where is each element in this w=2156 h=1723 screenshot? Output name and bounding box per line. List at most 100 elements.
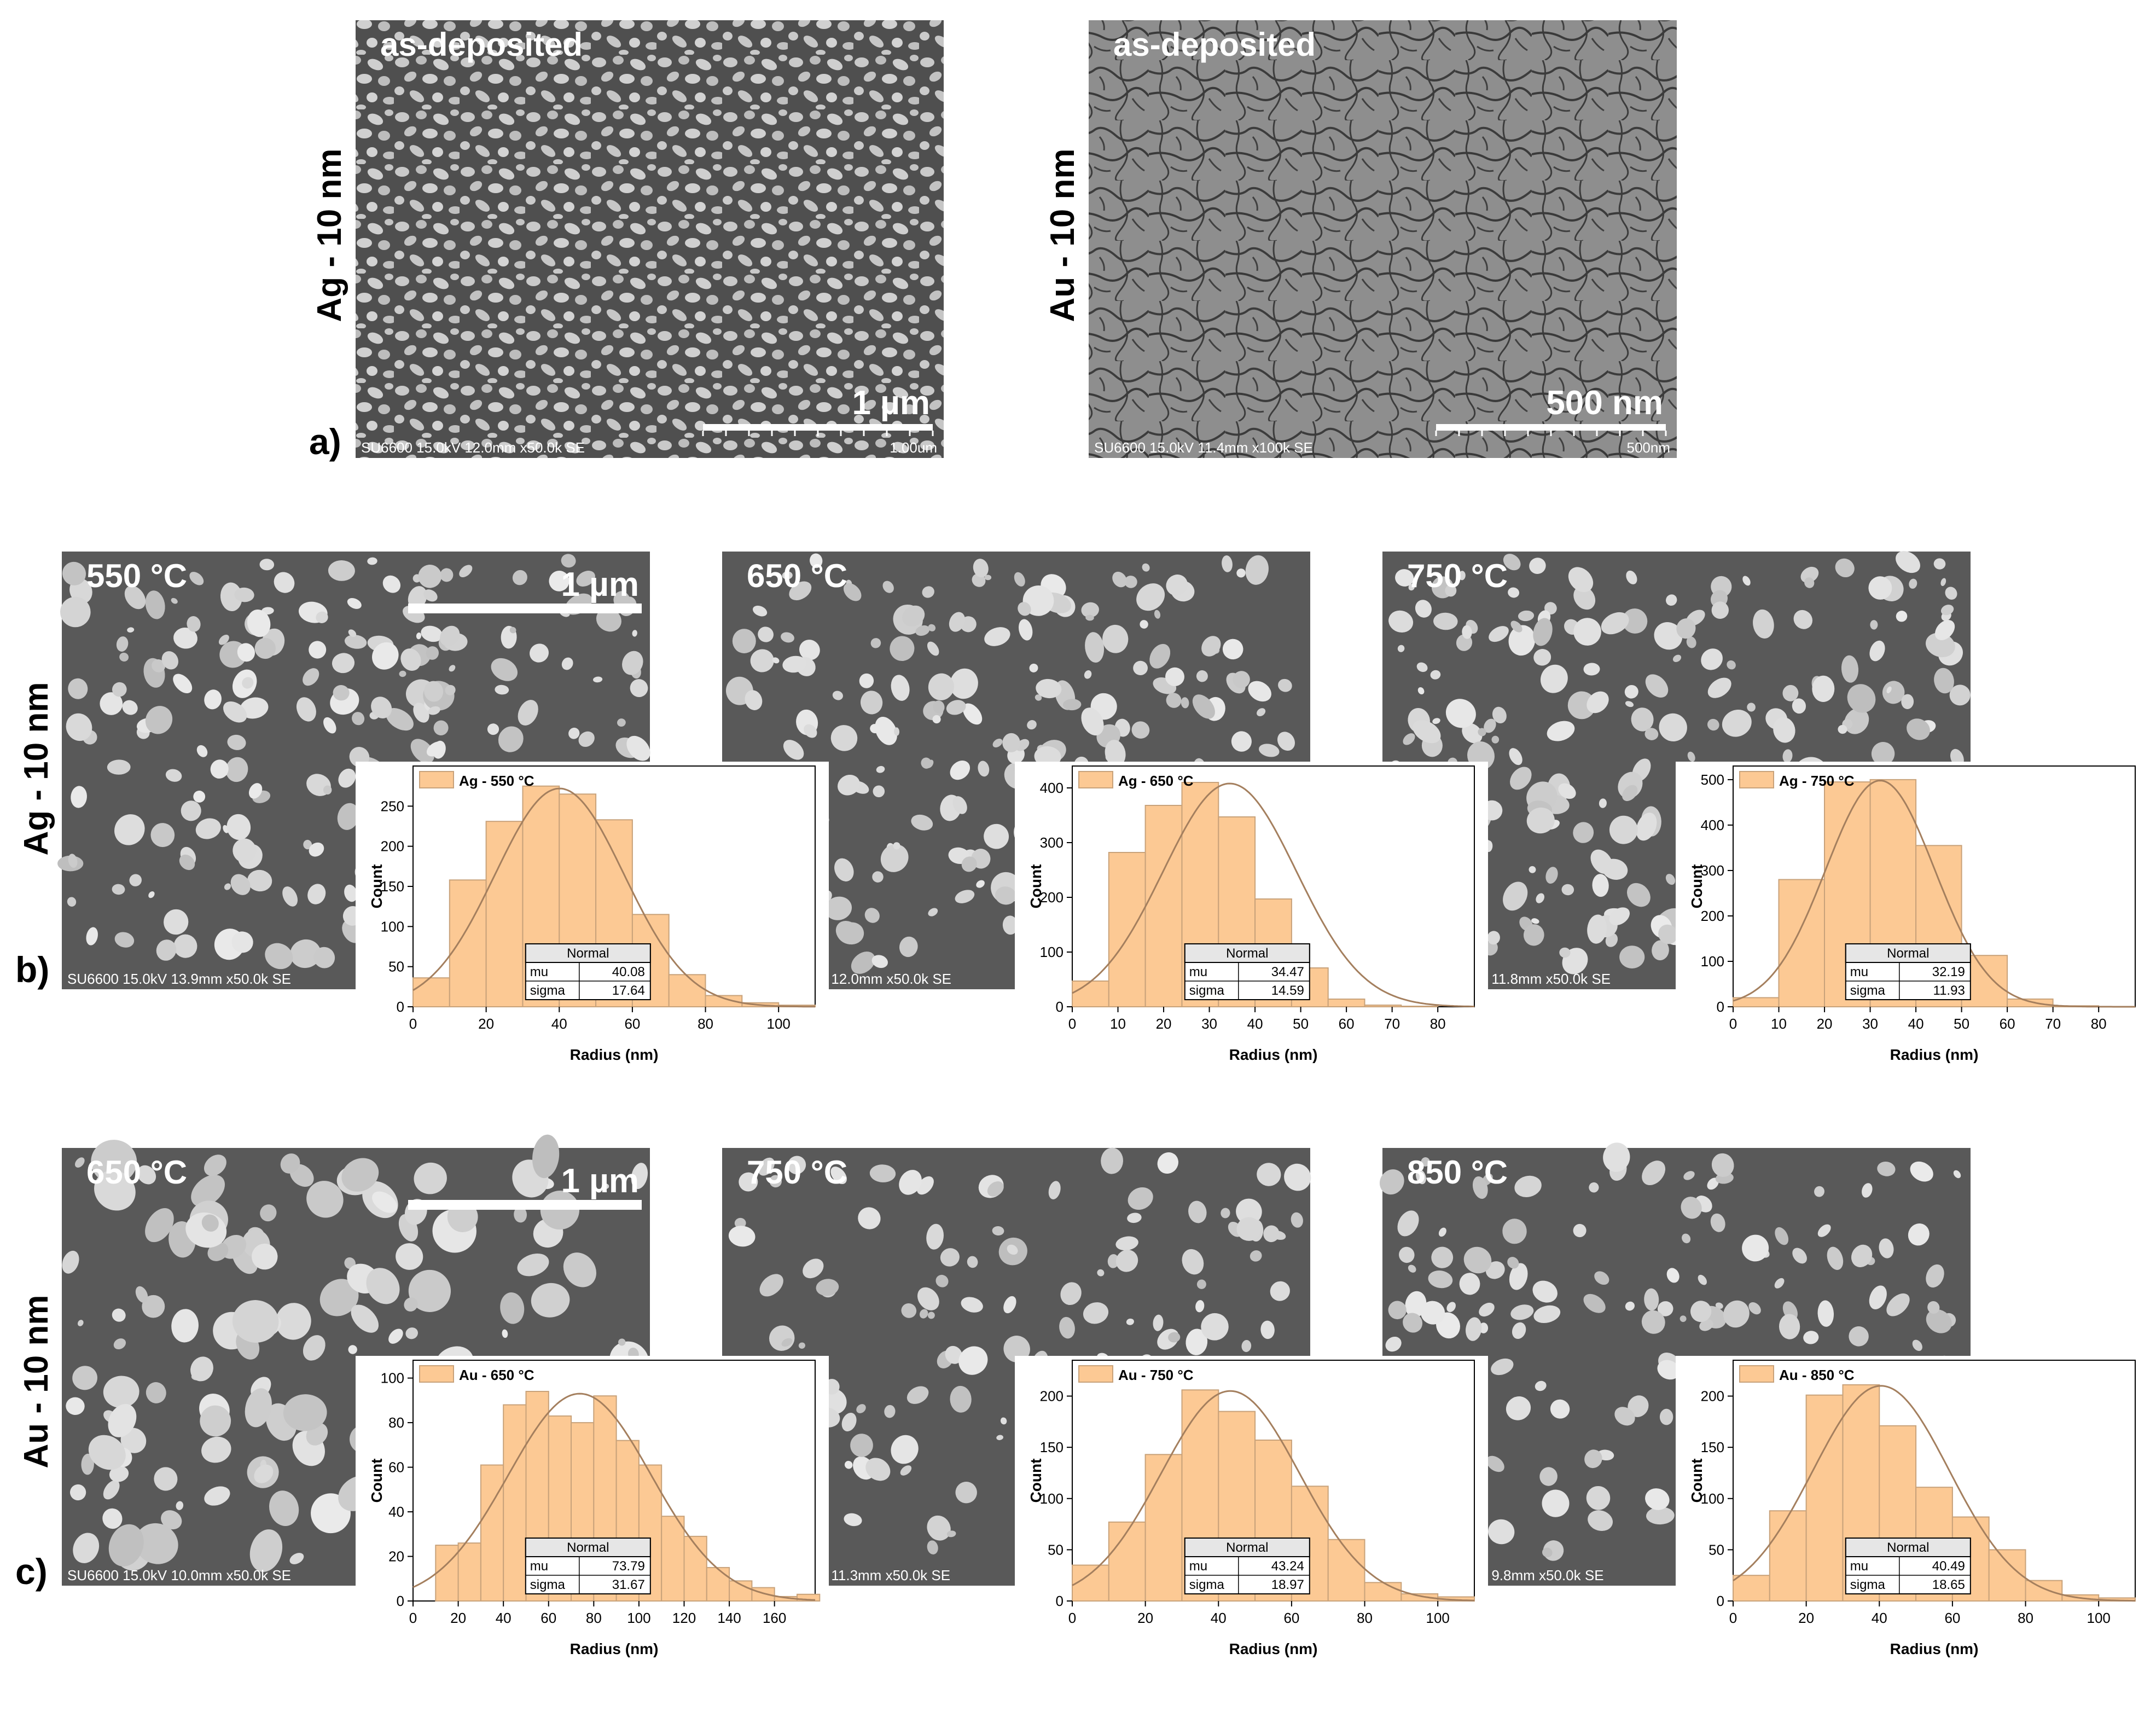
sem-particle [240,697,269,719]
sem-particle [426,741,445,757]
sem-particle [1588,1510,1613,1531]
sem-particle [1536,893,1544,903]
legend-label: Au - 850 °C [1779,1367,1855,1383]
sem-particle [992,1226,1004,1236]
sem-particle [1652,940,1669,961]
sem-particle [531,1283,570,1318]
sem-particle [940,1248,960,1267]
sem-particle [1586,1486,1611,1510]
fit-stats-title: Normal [1887,1540,1929,1555]
sem-particle [927,1515,951,1541]
sem-particle [1446,1302,1456,1312]
x-tick-label: 60 [1283,1610,1299,1626]
sem-particle [1953,1170,1961,1179]
sem-particle [1014,572,1025,587]
sem-particle [247,869,272,892]
fit-stats-header [525,1538,651,1557]
sem-particle [1753,609,1774,639]
sem-particle [1645,1488,1670,1510]
sem-particle [73,1533,100,1563]
sem-particle [1510,767,1532,790]
y-tick-label: 0 [1717,999,1724,1015]
sem-particle [1027,720,1037,730]
sem-particle [347,597,362,609]
sem-particle [992,739,1003,747]
sem-particle [1081,602,1099,618]
sem-particle [129,874,142,886]
sem-particle [145,706,173,734]
sem-particle [421,625,443,642]
histogram-bar [480,1464,504,1602]
sem-particle [1222,555,1233,572]
sem-particle [772,657,780,664]
sem-particle [245,1388,272,1428]
sem-particle [1416,1169,1426,1185]
sem-particle [204,689,222,710]
x-axis-title: Radius (nm) [1229,1640,1318,1657]
fit-stats-header [1184,943,1310,963]
sem-particle [171,597,178,604]
sem-particle [62,561,86,585]
sem-particle [899,1170,922,1195]
sem-particle [1101,1147,1124,1174]
y-axis-title: Count [1688,865,1705,909]
sem-particle [734,1217,746,1228]
sem-particle [1545,867,1558,884]
sem-particle [223,701,247,723]
sem-particle [254,637,276,659]
sem-particle [1701,648,1723,670]
sem-particle [530,643,549,663]
sem-particle [1817,1224,1831,1237]
sem-particle [858,1207,881,1229]
sem-particle [173,674,193,694]
sem-particle [1659,713,1687,741]
sem-particle [1430,670,1441,680]
sem-particle [232,1300,279,1343]
sem-particle [1779,1314,1800,1339]
scale-bar-label: 1 µm [852,384,930,422]
sem-particle [1645,674,1669,698]
sem-particle [1508,625,1536,656]
x-tick-label: 100 [2087,1610,2110,1626]
sem-particle [1510,1304,1534,1320]
histogram-hb3: 0 10 20 30 40 50 60 70 80 0 100 200 300 400 500 Radius … [1676,762,2149,1074]
x-tick-label: 80 [1357,1610,1373,1626]
sem-particle [1827,1246,1844,1270]
sem-particle [1403,733,1415,745]
y-tick-label: 150 [381,878,404,895]
sem-particle [88,1435,126,1470]
sem-particle [70,1484,86,1501]
sem-particle [1472,1176,1488,1199]
y-tick-label: 100 [1040,944,1064,960]
fit-stats-title: Normal [1887,946,1929,961]
fit-stats-title: Normal [567,946,609,961]
sem-particle [252,1243,278,1270]
x-tick-label: 40 [1211,1610,1227,1626]
sem-particle [933,700,945,713]
sem-particle [204,1155,226,1176]
sem-particle [233,838,257,863]
x-tick-label: 40 [1247,1016,1263,1032]
sem-particle [728,1226,756,1247]
sem-particle [1503,881,1528,911]
sem-particle [1509,748,1522,765]
sem-particle [1672,654,1682,662]
sem-particle [127,627,135,633]
sem-particle [1775,1227,1789,1245]
y-tick-label: 50 [388,959,404,975]
sem-particle [952,796,967,814]
sem-particle [1126,1318,1134,1325]
sem-particle [869,1164,896,1182]
sem-particle [1018,602,1031,616]
sem-particle [1529,866,1536,873]
sem-particle [1131,721,1150,739]
sem-particle [1747,703,1756,712]
sem-particle [1431,1246,1454,1268]
x-tick-label: 0 [1729,1016,1737,1032]
sem-particle [1385,1336,1402,1352]
sem-particle [928,624,936,631]
sem-particle [404,1297,418,1312]
sem-particle [428,706,440,715]
sem-particle [745,690,763,710]
sem-particle [1870,620,1878,630]
